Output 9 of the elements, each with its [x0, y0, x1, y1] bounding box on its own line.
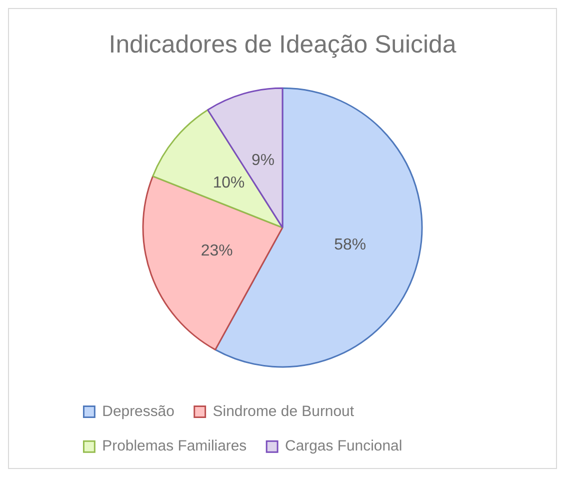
legend-label: Sindrome de Burnout — [212, 402, 355, 420]
legend-label: Problemas Familiares — [102, 438, 247, 455]
data-label: 23% — [200, 242, 233, 260]
data-label: 58% — [334, 236, 366, 254]
chart-title: Indicadores de Ideação Suicida — [108, 30, 456, 59]
legend-label: Depressão — [102, 402, 174, 420]
data-label: 9% — [252, 152, 275, 170]
legend-label: Cargas Funcional — [285, 438, 402, 455]
data-label: 10% — [212, 174, 245, 192]
